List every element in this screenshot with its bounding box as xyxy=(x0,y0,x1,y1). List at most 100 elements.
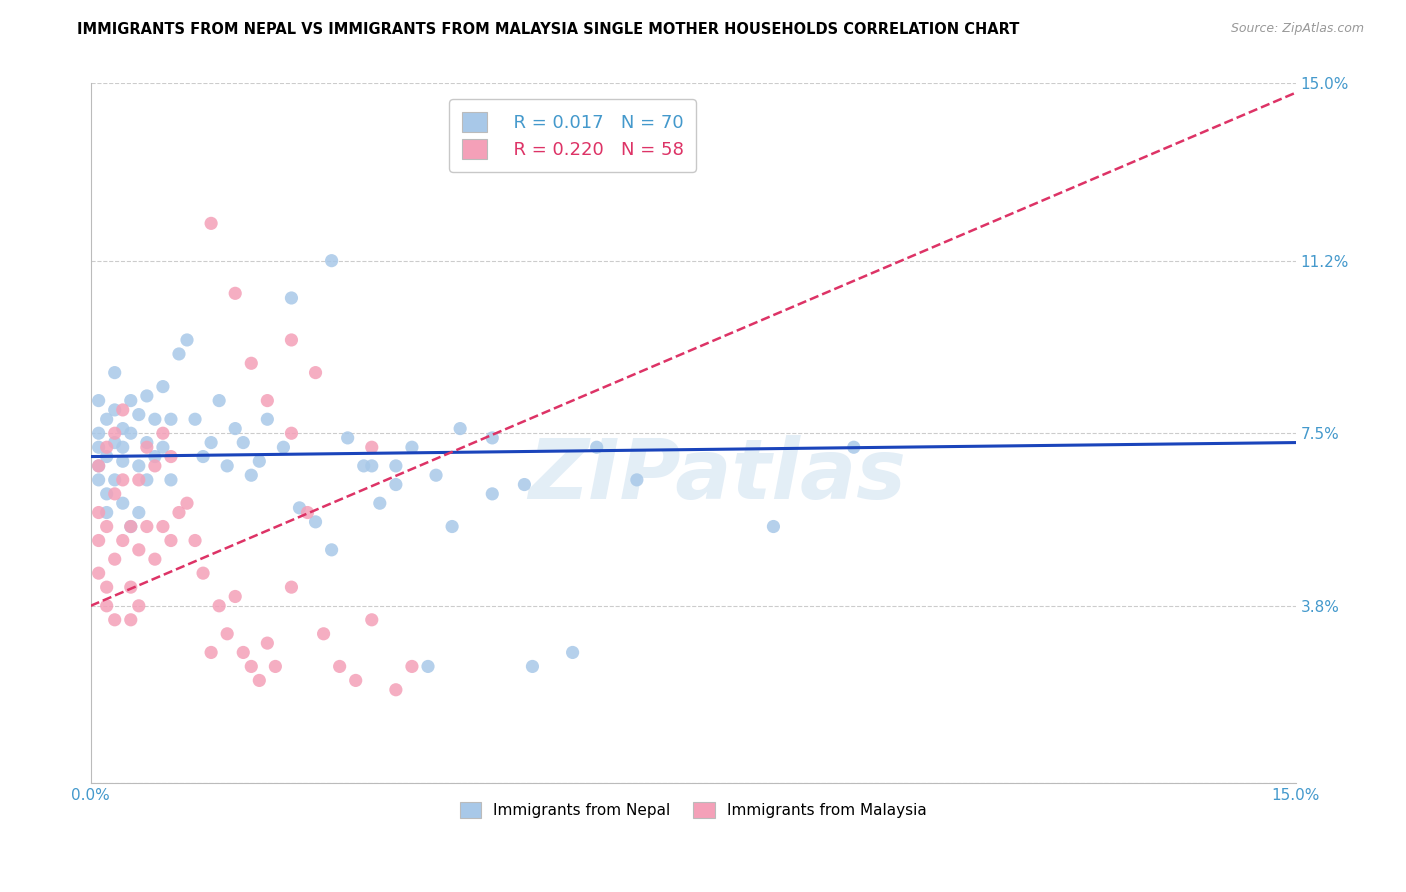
Point xyxy=(104,552,127,566)
Point xyxy=(273,440,295,454)
Point xyxy=(104,403,127,417)
Point xyxy=(143,552,166,566)
Point xyxy=(321,542,343,557)
Point xyxy=(120,393,142,408)
Point xyxy=(87,533,110,548)
Point xyxy=(96,580,118,594)
Point xyxy=(232,435,254,450)
Point xyxy=(401,659,423,673)
Point xyxy=(842,440,865,454)
Point xyxy=(87,458,110,473)
Point xyxy=(247,454,270,468)
Point xyxy=(96,599,118,613)
Point xyxy=(425,468,447,483)
Point xyxy=(176,496,198,510)
Point xyxy=(191,566,214,581)
Point xyxy=(240,659,263,673)
Text: Source: ZipAtlas.com: Source: ZipAtlas.com xyxy=(1230,22,1364,36)
Point xyxy=(135,473,157,487)
Point xyxy=(96,450,118,464)
Text: ZIPatlas: ZIPatlas xyxy=(529,434,905,516)
Point xyxy=(304,366,326,380)
Point xyxy=(449,421,471,435)
Point xyxy=(128,506,150,520)
Point xyxy=(344,673,367,688)
Point xyxy=(217,627,239,641)
Point xyxy=(312,627,335,641)
Point xyxy=(143,412,166,426)
Point xyxy=(96,440,118,454)
Point xyxy=(585,440,607,454)
Point xyxy=(87,393,110,408)
Point xyxy=(128,458,150,473)
Point xyxy=(143,458,166,473)
Point xyxy=(401,440,423,454)
Point xyxy=(329,659,352,673)
Point xyxy=(135,389,157,403)
Point xyxy=(96,412,118,426)
Point xyxy=(297,506,319,520)
Point xyxy=(152,440,174,454)
Point xyxy=(167,506,190,520)
Point xyxy=(513,477,536,491)
Point xyxy=(143,450,166,464)
Point xyxy=(104,473,127,487)
Point xyxy=(184,412,207,426)
Point xyxy=(135,519,157,533)
Point xyxy=(385,458,408,473)
Point xyxy=(360,458,382,473)
Point xyxy=(176,333,198,347)
Point xyxy=(368,496,391,510)
Point xyxy=(353,458,375,473)
Point xyxy=(96,487,118,501)
Point xyxy=(264,659,287,673)
Point xyxy=(626,473,648,487)
Point xyxy=(208,393,231,408)
Point xyxy=(128,473,150,487)
Point xyxy=(111,454,134,468)
Point xyxy=(208,599,231,613)
Point xyxy=(481,431,503,445)
Point xyxy=(481,487,503,501)
Point xyxy=(247,673,270,688)
Point xyxy=(160,412,183,426)
Point xyxy=(200,645,222,659)
Point xyxy=(522,659,544,673)
Point xyxy=(87,440,110,454)
Point xyxy=(160,450,183,464)
Point xyxy=(441,519,464,533)
Point xyxy=(128,542,150,557)
Point xyxy=(120,613,142,627)
Point xyxy=(360,440,382,454)
Point xyxy=(135,440,157,454)
Point xyxy=(280,291,302,305)
Point xyxy=(104,435,127,450)
Point xyxy=(240,356,263,370)
Point xyxy=(280,333,302,347)
Text: IMMIGRANTS FROM NEPAL VS IMMIGRANTS FROM MALAYSIA SINGLE MOTHER HOUSEHOLDS CORRE: IMMIGRANTS FROM NEPAL VS IMMIGRANTS FROM… xyxy=(77,22,1019,37)
Point xyxy=(111,496,134,510)
Point xyxy=(160,473,183,487)
Legend: Immigrants from Nepal, Immigrants from Malaysia: Immigrants from Nepal, Immigrants from M… xyxy=(453,797,932,824)
Point xyxy=(561,645,583,659)
Point xyxy=(288,500,311,515)
Point xyxy=(111,421,134,435)
Point xyxy=(111,440,134,454)
Point xyxy=(152,379,174,393)
Point xyxy=(96,519,118,533)
Point xyxy=(135,435,157,450)
Point xyxy=(128,599,150,613)
Point xyxy=(385,682,408,697)
Point xyxy=(200,435,222,450)
Point xyxy=(87,473,110,487)
Point xyxy=(240,468,263,483)
Point xyxy=(120,519,142,533)
Point xyxy=(111,473,134,487)
Point xyxy=(416,659,439,673)
Point xyxy=(152,426,174,441)
Point xyxy=(111,403,134,417)
Point xyxy=(385,477,408,491)
Point xyxy=(280,426,302,441)
Point xyxy=(87,458,110,473)
Point xyxy=(256,412,278,426)
